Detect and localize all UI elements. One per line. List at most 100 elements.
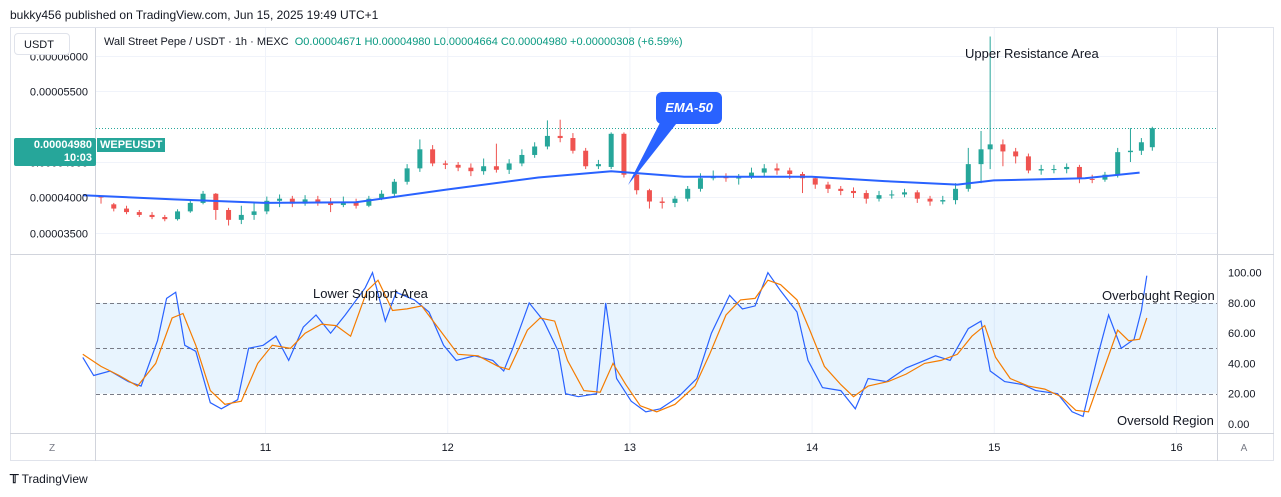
symbol-legend: Wall Street Pepe / USDT · 1h · MEXC O0.0…: [104, 36, 683, 48]
candle-body: [136, 212, 142, 215]
candle: [391, 178, 397, 197]
bar-countdown: 10:03: [63, 152, 92, 164]
candle-body: [124, 208, 130, 213]
candle-body: [621, 133, 627, 175]
candle: [1127, 128, 1133, 163]
candle: [965, 147, 971, 192]
candle-body: [264, 200, 270, 212]
candle-body: [646, 190, 652, 202]
candle: [557, 119, 563, 143]
candle: [289, 195, 295, 208]
candle: [812, 176, 818, 189]
candle: [1013, 147, 1019, 164]
candle-body: [595, 164, 601, 167]
candle: [1115, 147, 1121, 178]
candle-body: [1127, 150, 1133, 153]
candle-body: [251, 211, 257, 215]
candle: [978, 130, 984, 184]
osc-tick-label: 60.00: [1228, 328, 1256, 340]
candle: [213, 193, 219, 220]
candle: [608, 132, 614, 170]
candle: [98, 195, 104, 204]
candle-body: [532, 146, 538, 155]
candle: [1149, 126, 1155, 151]
candle-body: [736, 177, 742, 179]
candle-body: [608, 133, 614, 167]
y-tick-label: 0.00004000: [30, 193, 88, 205]
candle-body: [634, 174, 640, 191]
candle: [774, 163, 780, 175]
candle-body: [557, 135, 563, 139]
candle: [927, 195, 933, 206]
candle-body: [1013, 151, 1019, 157]
candle: [583, 147, 589, 170]
candle-body: [685, 188, 691, 199]
candle: [251, 202, 257, 220]
candle-body: [583, 150, 589, 167]
candle: [1000, 139, 1006, 167]
ema-callout-pointer: [628, 115, 680, 185]
candle: [175, 209, 181, 221]
candle-body: [404, 168, 410, 182]
symbol-info[interactable]: Wall Street Pepe / USDT · 1h · MEXC: [104, 36, 289, 48]
candle: [404, 164, 410, 185]
candle-body: [838, 188, 844, 191]
y-tick-label: 0.00005500: [30, 87, 88, 99]
candle-body: [570, 138, 576, 151]
candles: [98, 36, 1155, 226]
symbol-tag: WEPEUSDT: [97, 138, 166, 152]
candle: [353, 198, 359, 209]
candle: [987, 36, 993, 170]
zoom-button[interactable]: Z: [48, 443, 56, 454]
ohlc-open: O0.00004671: [294, 36, 362, 48]
candle: [825, 181, 831, 194]
candle-body: [226, 209, 232, 220]
candle-body: [149, 214, 155, 218]
candle: [761, 164, 767, 177]
tradingview-logo: 𝕋 TradingView: [10, 472, 88, 486]
candle-body: [200, 193, 206, 203]
auto-scale-button[interactable]: A: [1240, 443, 1248, 454]
published-header: bukky456 published on TradingView.com, J…: [10, 8, 379, 22]
candle-body: [914, 192, 920, 199]
candle-body: [162, 217, 168, 220]
candle-body: [366, 198, 372, 206]
tradingview-icon: 𝕋: [10, 472, 19, 486]
candle: [277, 194, 283, 208]
candle: [111, 202, 117, 212]
candle-body: [277, 198, 283, 201]
ohlc-high: H0.00004980: [364, 36, 431, 48]
candle-body: [430, 149, 436, 164]
candle-body: [302, 199, 308, 204]
candle-body: [927, 198, 933, 202]
candle-body: [978, 149, 984, 165]
candle: [162, 214, 168, 222]
candle-body: [315, 199, 321, 203]
x-tick-label: 11: [260, 442, 271, 454]
candle: [430, 145, 436, 167]
candle-body: [987, 144, 993, 150]
stoch-d-line: [82, 279, 1148, 413]
candle: [889, 190, 895, 199]
candle-body: [519, 154, 525, 164]
candle: [1076, 164, 1082, 184]
last-price: 0.00004980: [33, 139, 92, 151]
stoch-k-line: [82, 270, 1148, 418]
candle-body: [774, 168, 780, 171]
candle: [315, 195, 321, 206]
osc-tick-label: 0.00: [1228, 419, 1249, 431]
candle: [136, 209, 142, 218]
oversold-label: Oversold Region: [1117, 413, 1214, 428]
candle-body: [1089, 178, 1095, 180]
candle-body: [187, 202, 193, 212]
candle: [838, 185, 844, 196]
candle: [366, 195, 372, 208]
ema-50-line: [82, 170, 1140, 204]
candle: [953, 183, 959, 205]
ohlc-change: +0.00000308 (+6.59%): [570, 36, 683, 48]
candle-body: [1064, 166, 1070, 170]
candle: [799, 171, 805, 194]
currency-button[interactable]: USDT: [14, 33, 70, 55]
candle-body: [481, 166, 487, 172]
